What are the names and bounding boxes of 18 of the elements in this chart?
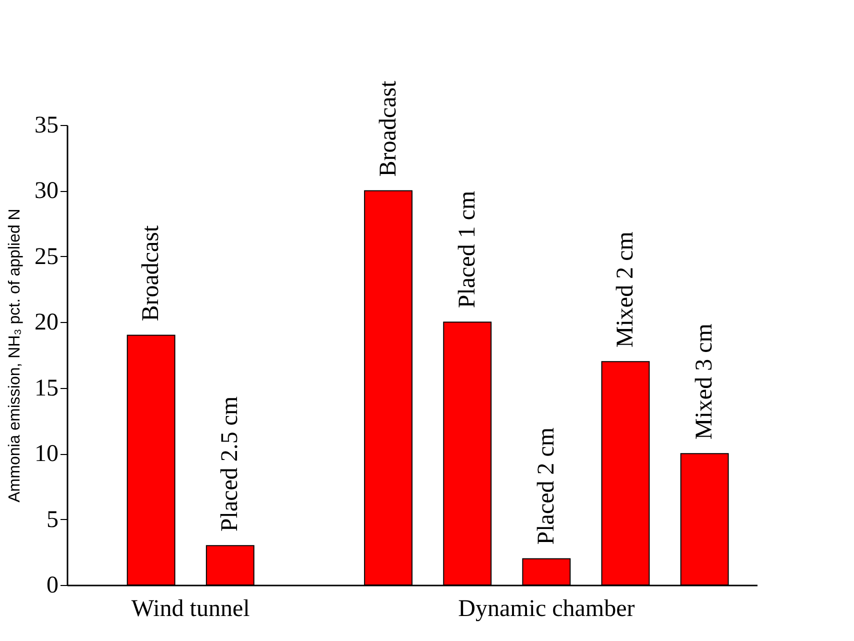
y-axis-title: Ammonia emission, NH₃ pct. of applied N — [6, 208, 24, 502]
x-tick-label: Broadcast — [138, 224, 164, 322]
x-tick-label: Mixed 2 cm — [612, 231, 638, 348]
x-tick-label: Placed 1 cm — [454, 190, 480, 308]
y-tick-label: 35 — [34, 112, 58, 138]
y-tick-label: 10 — [34, 441, 58, 468]
y-tick-label: 15 — [34, 375, 58, 402]
x-tick-label: Placed 2.5 cm — [217, 396, 244, 532]
x-tick-label: Placed 2 cm — [533, 427, 560, 545]
y-tick-label: 5 — [46, 506, 58, 533]
y-tick-label: 25 — [34, 244, 58, 270]
y-tick-label: 30 — [34, 178, 58, 204]
text: Wind tunnel — [131, 596, 250, 622]
text: Dynamic chamber — [458, 596, 635, 622]
y-tick-label: 20 — [34, 310, 58, 336]
y-tick-label: 0 — [46, 572, 58, 598]
x-tick-label: Broadcast — [375, 80, 402, 177]
x-tick-label: Mixed 3 cm — [692, 323, 718, 440]
